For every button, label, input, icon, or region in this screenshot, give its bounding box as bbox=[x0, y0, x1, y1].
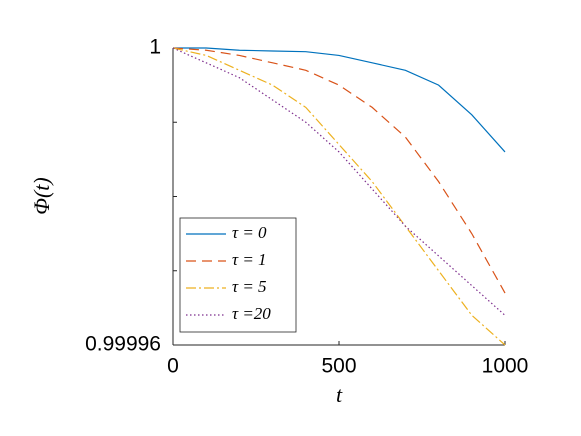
legend-label: τ = 5 bbox=[232, 277, 267, 296]
y-tick-label: 0.99996 bbox=[85, 333, 161, 356]
x-tick-label: 1000 bbox=[482, 355, 529, 378]
series-line bbox=[173, 47, 506, 153]
legend-label: τ = 0 bbox=[232, 223, 267, 242]
series-line bbox=[172, 47, 506, 346]
x-axis-label: t bbox=[336, 382, 343, 407]
x-tick-label: 0 bbox=[167, 355, 179, 378]
y-tick-label: 1 bbox=[149, 36, 161, 59]
legend-box bbox=[179, 217, 297, 333]
legend-label: τ =20 bbox=[232, 304, 271, 323]
series-line bbox=[172, 47, 506, 316]
y-axis-label: Φ(t) bbox=[29, 177, 54, 215]
x-tick-label: 500 bbox=[321, 355, 356, 378]
series-line bbox=[172, 47, 506, 294]
legend-label: τ = 1 bbox=[232, 250, 267, 269]
